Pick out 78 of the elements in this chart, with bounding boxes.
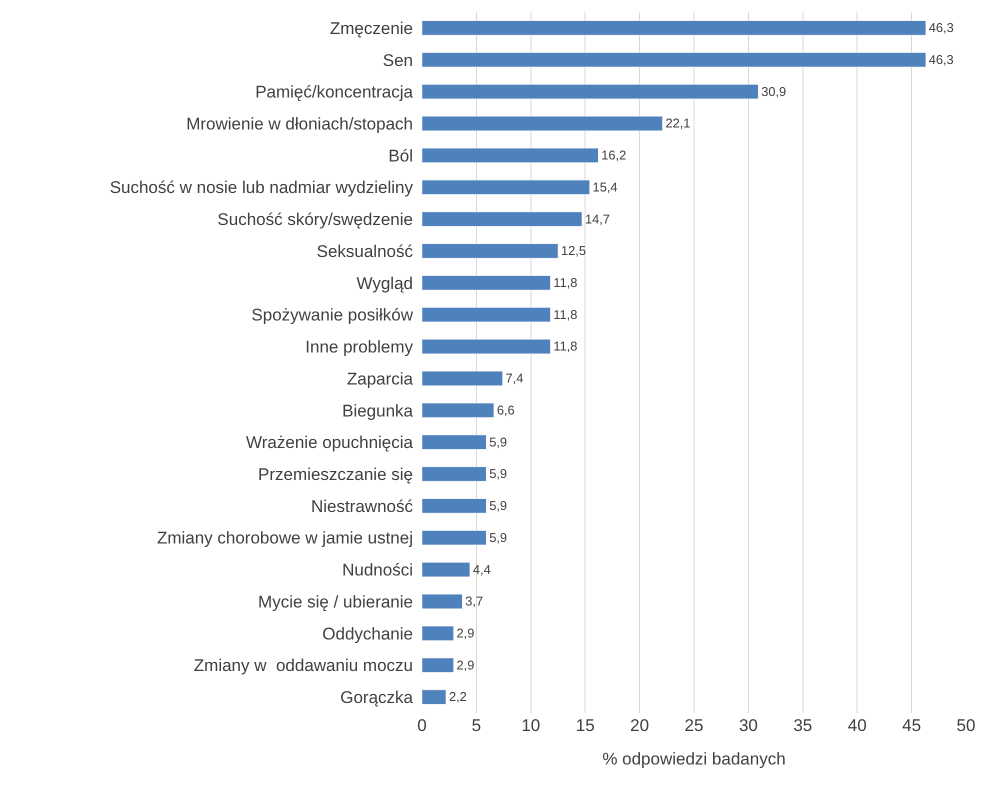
data-label: 2,2 (448, 689, 467, 704)
data-label: 3,7 (465, 594, 484, 609)
bar (422, 148, 599, 163)
x-tick-label: 30 (738, 716, 758, 735)
y-tick-label: Wrażenie opuchnięcia (246, 433, 414, 452)
y-tick-label: Oddychanie (322, 624, 413, 644)
x-tick-label: 50 (956, 716, 976, 735)
bar (422, 498, 486, 514)
y-tick-label: Seksualność (316, 242, 414, 261)
data-label: 46,3 (928, 20, 954, 36)
data-label: 14,7 (584, 211, 610, 226)
data-label: 16,2 (601, 148, 626, 163)
data-label: 7,4 (506, 370, 524, 386)
y-tick-label: Suchość skóry/swędzenie (217, 210, 413, 230)
x-tick-label: 5 (472, 716, 482, 735)
y-tick-label: Biegunka (342, 401, 414, 420)
data-label: 6,6 (496, 402, 515, 418)
data-label: 5,9 (489, 466, 508, 482)
data-label: 22,1 (665, 116, 690, 131)
data-label: 4,4 (472, 562, 491, 577)
data-label: 5,9 (489, 434, 508, 450)
bar (422, 402, 494, 418)
bar (422, 466, 486, 482)
y-tick-label: Gorączka (340, 688, 414, 708)
x-tick-label: 25 (684, 716, 704, 735)
x-tick-label: 0 (417, 716, 427, 735)
data-label: 46,3 (928, 52, 954, 67)
bar (422, 371, 503, 386)
y-tick-label: Mrowienie w dłoniach/stopach (186, 114, 413, 134)
bar (422, 116, 663, 131)
y-tick-label: Przemieszczanie się (258, 464, 413, 484)
y-tick-label: Zmęczenie (330, 18, 413, 38)
bar (422, 52, 926, 68)
bar (422, 244, 558, 258)
data-label: 11,8 (553, 274, 578, 290)
bar (422, 84, 758, 100)
data-label: 12,5 (561, 243, 586, 258)
bar (422, 275, 551, 290)
y-tick-label: Wygląd (356, 274, 413, 293)
bar (422, 690, 446, 704)
y-tick-label: Pamięć/koncentracja (255, 82, 414, 102)
data-label: 5,9 (489, 530, 508, 545)
y-tick-label: Zmiany chorobowe w jamie ustnej (156, 528, 413, 548)
x-tick-label: 40 (848, 716, 867, 735)
data-label: 5,9 (489, 498, 508, 514)
bar (422, 530, 486, 546)
data-label: 2,9 (456, 657, 474, 672)
y-tick-label: Zmiany w oddawaniu moczu (194, 656, 413, 676)
bar (422, 594, 463, 609)
bar (422, 434, 486, 450)
bar (422, 562, 470, 578)
y-tick-label: Mycie się / ubieranie (258, 592, 413, 612)
x-tick-label: 45 (902, 716, 922, 735)
x-tick-label: 35 (793, 716, 812, 735)
data-label: 15,4 (592, 179, 618, 194)
x-tick-label: 20 (630, 716, 650, 735)
x-axis-title: % odpowiedzi badanych (602, 749, 786, 768)
y-tick-label: Inne problemy (305, 338, 414, 357)
y-tick-label: Suchość w nosie lub nadmiar wydzieliny (110, 178, 414, 198)
bar (422, 626, 454, 641)
bar (422, 307, 551, 322)
data-label: 2,9 (456, 625, 474, 640)
x-tick-label: 15 (576, 716, 595, 735)
data-label: 11,8 (553, 306, 578, 322)
x-tick-label: 10 (521, 716, 540, 735)
bar (422, 339, 551, 354)
data-label: 30,9 (761, 84, 786, 99)
y-tick-label: Ból (388, 146, 413, 166)
y-tick-label: Spożywanie posiłków (251, 306, 414, 325)
y-tick-label: Zaparcia (346, 369, 414, 388)
bar (422, 20, 926, 36)
bar (422, 658, 454, 673)
y-tick-label: Niestrawność (310, 496, 414, 516)
bar (422, 212, 582, 227)
bar (422, 180, 590, 195)
data-label: 11,8 (553, 338, 578, 354)
y-tick-label: Sen (382, 50, 413, 70)
y-tick-label: Nudności (342, 560, 413, 580)
